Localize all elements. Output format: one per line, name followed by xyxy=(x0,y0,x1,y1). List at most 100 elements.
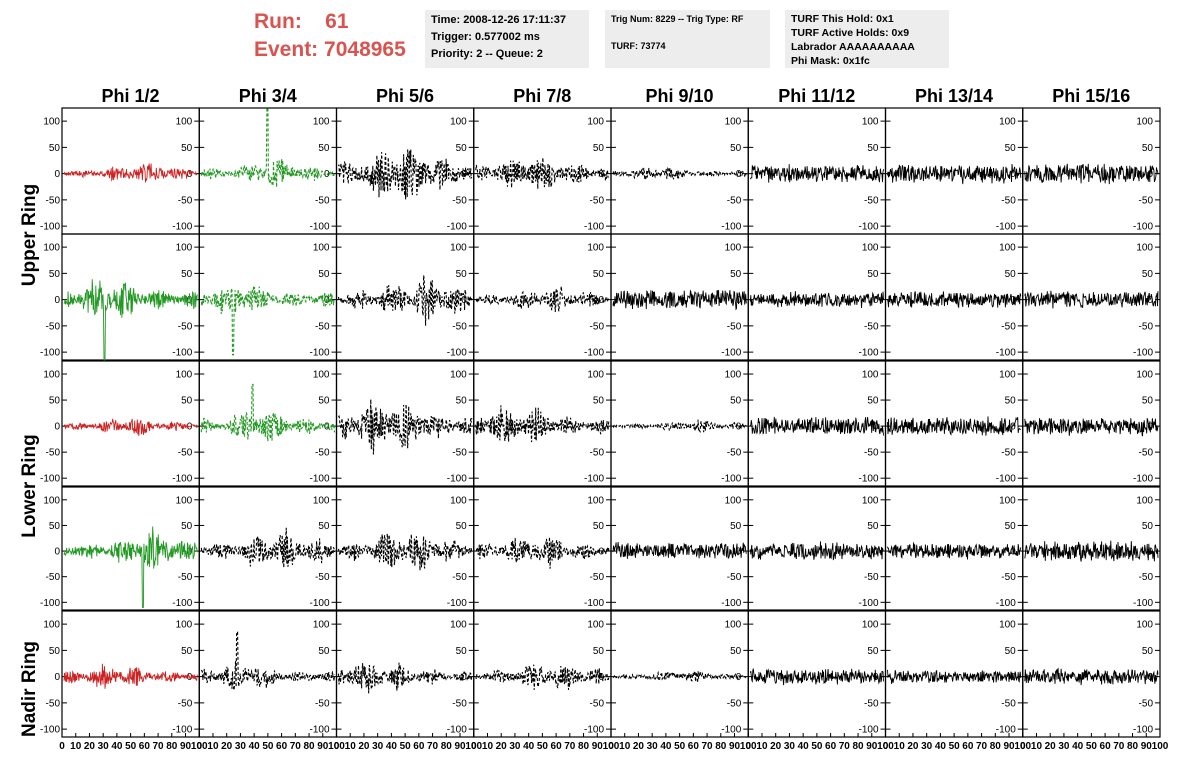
y-tick-label: -100 xyxy=(721,598,741,609)
y-tick-label: -100 xyxy=(584,598,604,609)
phi-header-3: Phi 5/6 xyxy=(375,86,435,106)
event-row: Event: 7048965 xyxy=(254,36,406,64)
y-tick-label: -50 xyxy=(1001,195,1016,206)
y-tick-label: -50 xyxy=(864,195,879,206)
y-tick-label: 0 xyxy=(461,295,467,306)
x-tick-label: 70 xyxy=(1113,741,1125,752)
y-tick-label: -100 xyxy=(858,474,878,485)
labrador-text: Labrador AAAAAAAAAA xyxy=(791,41,915,53)
x-tick-label: 100 xyxy=(603,741,620,752)
waveform-trace-r2-c4 xyxy=(475,286,610,313)
x-tick-label: 50 xyxy=(262,741,274,752)
y-tick-label: -50 xyxy=(178,698,193,709)
phi-header-8: Phi 15/16 xyxy=(1052,86,1131,106)
y-tick-label: -50 xyxy=(452,572,467,583)
x-tick-label: 10 xyxy=(345,741,357,752)
x-tick-label: 10 xyxy=(70,741,82,752)
y-tick-label: 100 xyxy=(176,243,193,254)
y-tick-label: 100 xyxy=(43,620,60,631)
x-tick-label: 80 xyxy=(1127,741,1139,752)
y-tick-label: -50 xyxy=(315,572,330,583)
y-tick-label: -50 xyxy=(315,698,330,709)
x-tick-label: 30 xyxy=(98,741,110,752)
y-tick-label: 100 xyxy=(450,620,467,631)
y-tick-label: 100 xyxy=(1136,620,1153,631)
y-tick-label: -50 xyxy=(590,698,605,709)
y-tick-label: 50 xyxy=(181,521,193,532)
waveform-trace-r3-c8 xyxy=(1024,418,1159,437)
waveform-trace-r2-c8 xyxy=(1024,290,1159,309)
y-tick-label: 100 xyxy=(1136,495,1153,506)
x-tick-label: 80 xyxy=(715,741,727,752)
y-tick-label: 100 xyxy=(176,117,193,128)
y-tick-label: -100 xyxy=(309,222,329,233)
event-value: 7048965 xyxy=(324,38,406,61)
x-tick-label: 50 xyxy=(125,741,137,752)
y-tick-label: 100 xyxy=(587,495,604,506)
y-tick-label: -50 xyxy=(452,448,467,459)
y-tick-label: 0 xyxy=(873,547,879,558)
y-tick-label: -50 xyxy=(1001,448,1016,459)
y-tick-label: -50 xyxy=(590,321,605,332)
y-tick-label: -50 xyxy=(178,448,193,459)
event-label: Event: xyxy=(254,38,319,61)
y-tick-label: -100 xyxy=(584,348,604,359)
x-tick-label: 90 xyxy=(729,741,741,752)
y-tick-label: 100 xyxy=(313,243,330,254)
y-tick-label: 50 xyxy=(1142,143,1154,154)
y-tick-label: 50 xyxy=(593,396,605,407)
y-tick-label: -50 xyxy=(1139,698,1154,709)
y-tick-label: -50 xyxy=(46,572,61,583)
y-tick-label: 50 xyxy=(456,521,468,532)
waveform-trace-r3-c5 xyxy=(612,419,747,434)
y-tick-label: -50 xyxy=(1001,572,1016,583)
run-value: 61 xyxy=(325,10,349,33)
y-tick-label: -50 xyxy=(46,195,61,206)
y-tick-label: -100 xyxy=(40,598,60,609)
turf-text: TURF: 73774 xyxy=(611,41,666,51)
x-tick-label: 70 xyxy=(839,741,851,752)
y-tick-label: 0 xyxy=(324,672,330,683)
y-tick-label: -50 xyxy=(864,572,879,583)
y-tick-label: -50 xyxy=(727,195,742,206)
x-tick-label: 100 xyxy=(1014,741,1031,752)
x-tick-label: 60 xyxy=(139,741,151,752)
x-tick-label: 10 xyxy=(619,741,631,752)
y-tick-label: -100 xyxy=(172,598,192,609)
y-tick-label: 100 xyxy=(587,243,604,254)
y-tick-label: 50 xyxy=(867,396,879,407)
y-tick-label: -100 xyxy=(40,474,60,485)
waveform-trace-r1-c3 xyxy=(337,149,473,200)
y-tick-label: -100 xyxy=(447,222,467,233)
x-tick-label: 0 xyxy=(745,741,751,752)
y-tick-label: 100 xyxy=(1136,117,1153,128)
x-tick-label: 40 xyxy=(249,741,261,752)
y-tick-label: -100 xyxy=(996,348,1016,359)
x-tick-label: 90 xyxy=(180,741,192,752)
y-tick-label: 50 xyxy=(730,396,742,407)
y-tick-label: -100 xyxy=(1133,725,1153,736)
y-tick-label: 100 xyxy=(176,495,193,506)
y-tick-label: 50 xyxy=(593,521,605,532)
y-tick-label: 50 xyxy=(456,269,468,280)
y-tick-label: -50 xyxy=(727,572,742,583)
phi-header-2: Phi 3/4 xyxy=(238,86,297,106)
x-tick-label: 10 xyxy=(207,741,219,752)
x-tick-label: 100 xyxy=(740,741,757,752)
y-tick-label: -50 xyxy=(1001,321,1016,332)
y-tick-label: 100 xyxy=(176,370,193,381)
y-tick-label: 50 xyxy=(593,269,605,280)
y-tick-label: -50 xyxy=(1139,195,1154,206)
waveform-trace-r3-c3 xyxy=(338,399,473,455)
trigger-info-box: Trig Num: 8229 -- Trig Type: RF TURF: 73… xyxy=(605,10,770,68)
x-tick-label: 50 xyxy=(674,741,686,752)
y-tick-label: -100 xyxy=(40,222,60,233)
x-tick-label: 100 xyxy=(328,741,345,752)
y-tick-label: 0 xyxy=(598,422,604,433)
y-tick-label: 50 xyxy=(1005,396,1017,407)
waveform-trace-r4-c2 xyxy=(200,527,336,568)
waveform-trace-r1-c1 xyxy=(63,163,198,183)
x-tick-label: 20 xyxy=(770,741,782,752)
x-tick-label: 20 xyxy=(358,741,370,752)
